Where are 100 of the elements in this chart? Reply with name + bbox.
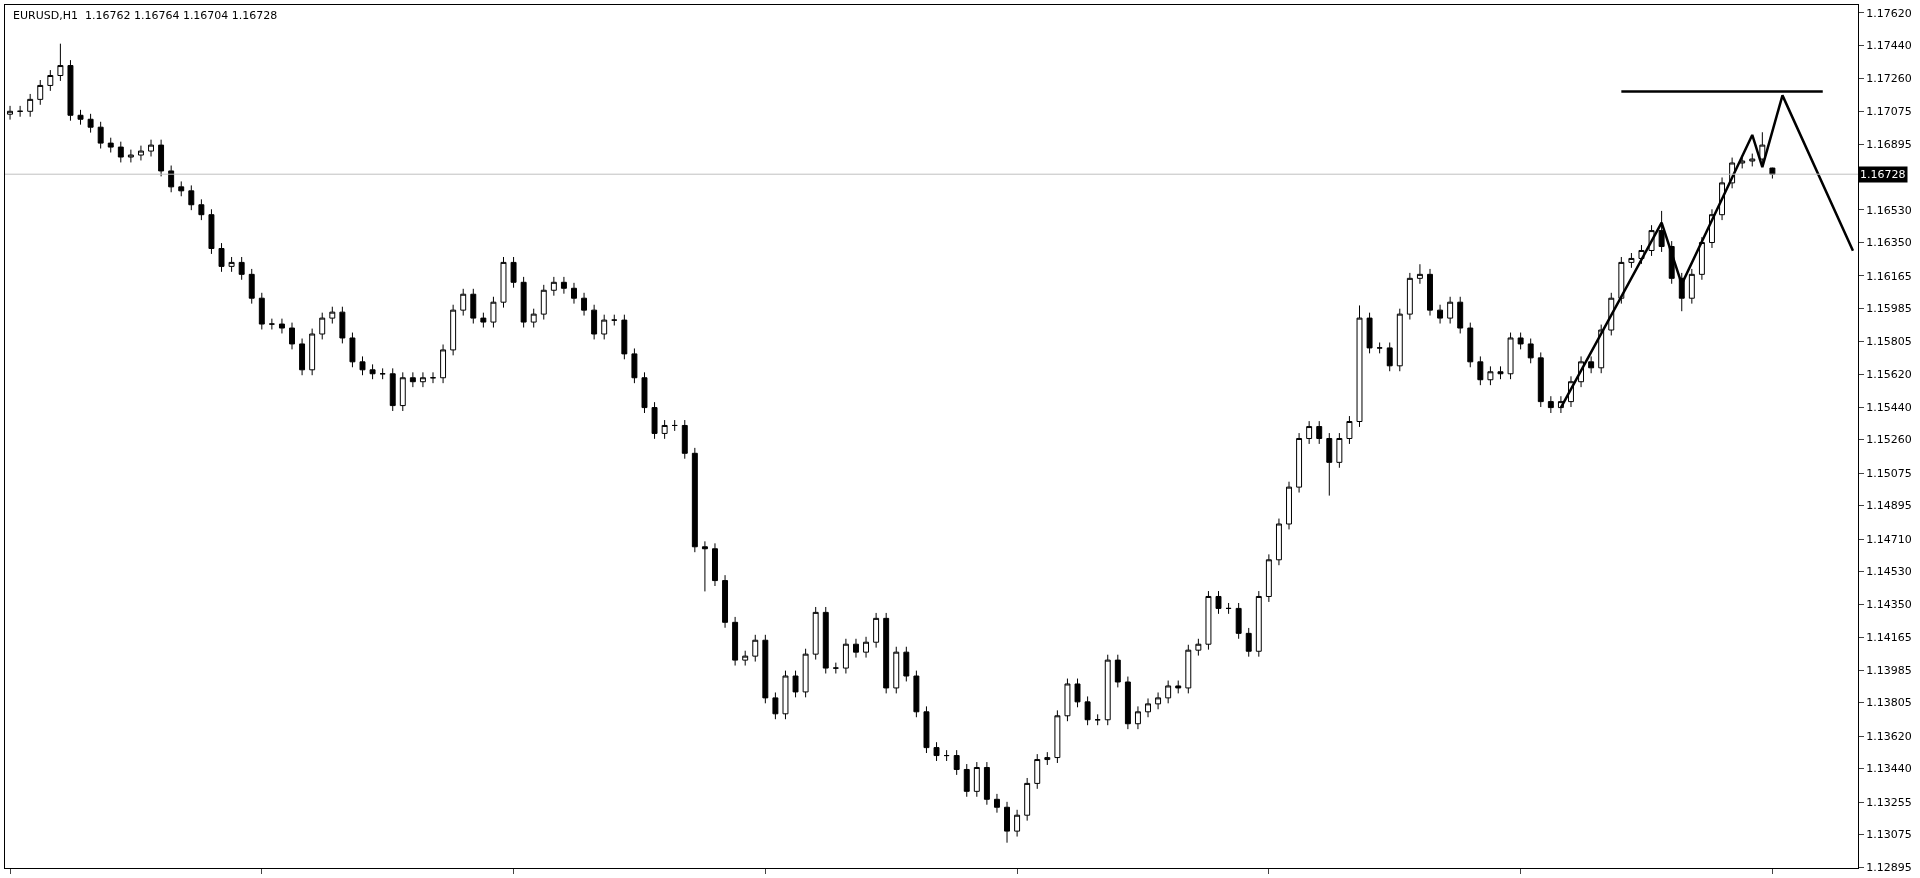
y-tick-label: 1.13805 — [1866, 696, 1912, 710]
candlestick — [309, 328, 316, 376]
candlestick — [1286, 481, 1292, 530]
candlestick — [1074, 678, 1081, 708]
candlestick — [611, 314, 618, 327]
candlestick — [1698, 236, 1705, 281]
candlestick — [1396, 308, 1403, 372]
candlestick — [1205, 590, 1212, 651]
y-tick-label: 1.15440 — [1866, 400, 1912, 414]
candlestick — [1054, 709, 1061, 764]
candlestick — [228, 256, 235, 273]
candlestick — [853, 638, 859, 659]
candlestick — [581, 292, 588, 317]
candlestick — [238, 256, 245, 281]
y-tick-label: 1.17440 — [1866, 39, 1912, 53]
y-tick-label: 1.13440 — [1866, 762, 1912, 776]
candlestick — [1104, 654, 1111, 726]
candlestick — [530, 308, 537, 328]
candlestick — [1416, 263, 1423, 285]
candlestick — [1306, 420, 1313, 445]
candlestick — [27, 93, 34, 118]
candlestick — [480, 312, 487, 328]
candlestick — [792, 670, 799, 698]
candlestick — [500, 256, 507, 309]
candlestick — [1527, 338, 1534, 364]
candlestick — [1507, 332, 1514, 380]
y-tick-label: 1.17075 — [1866, 105, 1912, 119]
y-tick-label: 1.15075 — [1866, 466, 1912, 480]
candlestick — [1759, 131, 1766, 165]
candlestick — [1588, 355, 1595, 374]
candlestick — [158, 139, 165, 177]
candlestick — [399, 371, 406, 412]
candlestick — [188, 184, 195, 211]
candlestick — [601, 314, 608, 340]
candlestick — [933, 741, 940, 762]
candlestick — [631, 347, 638, 384]
candlestick — [641, 371, 648, 414]
candlestick — [863, 636, 870, 659]
candlestick — [883, 612, 890, 694]
candlestick — [419, 371, 426, 388]
candlestick — [832, 662, 839, 674]
candlestick — [440, 343, 447, 384]
y-tick-label: 1.13255 — [1866, 795, 1912, 809]
candlestick — [1336, 432, 1343, 469]
candlestick — [1114, 654, 1121, 688]
candlestick — [1034, 753, 1041, 790]
candlestick — [953, 749, 960, 776]
candlestick — [1024, 777, 1031, 822]
candlestick — [963, 763, 970, 798]
candlestick — [148, 139, 154, 157]
candlestick — [117, 141, 124, 163]
candlestick — [339, 306, 346, 344]
line-series — [1559, 94, 1855, 409]
candlestick — [661, 419, 668, 440]
candlestick — [1004, 801, 1010, 844]
candlestick — [1547, 395, 1554, 414]
candlestick — [943, 749, 950, 762]
candlestick — [1255, 590, 1262, 658]
candlestick — [782, 670, 789, 720]
candlestick — [359, 355, 366, 376]
candlestick — [218, 242, 225, 273]
y-tick-label: 1.13620 — [1866, 729, 1912, 743]
y-tick-label: 1.17260 — [1866, 71, 1912, 85]
candlestick — [873, 612, 880, 649]
candlestick — [1346, 415, 1353, 445]
candlestick — [802, 648, 809, 698]
candlestick — [57, 43, 64, 82]
candlestick — [107, 137, 114, 154]
candlestick — [973, 761, 980, 798]
candlestick — [983, 761, 990, 806]
candlestick — [289, 322, 295, 350]
candlestick — [1145, 697, 1151, 718]
candlestick — [1265, 553, 1272, 603]
candlestick — [520, 276, 527, 328]
candlestick — [1064, 678, 1071, 722]
candlestick — [1487, 365, 1494, 386]
candlestick — [248, 268, 255, 305]
candlestick — [450, 304, 457, 356]
candlestick — [127, 149, 134, 163]
candlestick — [651, 401, 658, 440]
y-tick-label: 1.15260 — [1866, 433, 1912, 447]
candlestick — [772, 691, 779, 720]
y-tick-label: 1.16895 — [1866, 137, 1912, 151]
candlestick — [299, 338, 306, 376]
candlestick — [1658, 210, 1665, 253]
y-tick-label: 1.14895 — [1866, 499, 1912, 513]
y-tick-label: 1.14530 — [1866, 565, 1912, 579]
candlestick — [77, 109, 84, 126]
candlestick — [913, 670, 920, 718]
candlestick — [268, 318, 275, 330]
candlestick — [812, 606, 819, 661]
y-tick-label: 1.17620 — [1866, 6, 1912, 20]
candlestick — [1688, 268, 1695, 305]
candlestick — [1094, 713, 1101, 726]
candlestick — [1084, 695, 1091, 726]
candlestick — [701, 540, 708, 592]
candlestick — [621, 314, 628, 360]
candlestick — [278, 318, 285, 334]
candlestick — [97, 121, 104, 150]
candlestick — [1749, 153, 1756, 167]
